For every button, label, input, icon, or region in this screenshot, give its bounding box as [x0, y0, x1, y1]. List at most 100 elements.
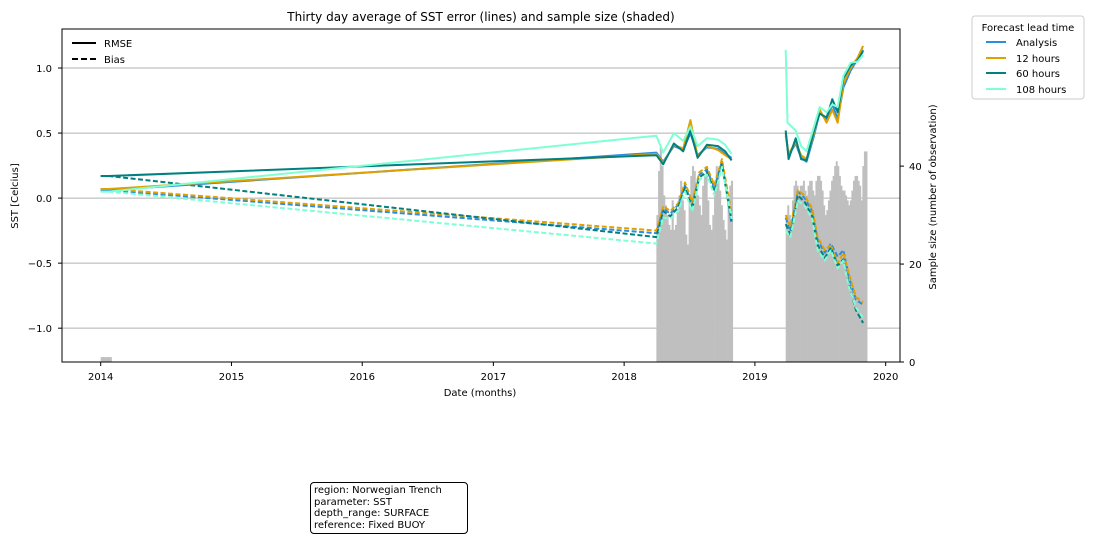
sample-bar [791, 200, 794, 362]
sample-bar [831, 180, 834, 362]
sample-bar [705, 166, 708, 362]
sample-bar [714, 185, 717, 362]
rmse-line-analysis [100, 49, 864, 192]
x-tick-label: 2019 [742, 372, 767, 383]
60h-legend-label: 60 hours [1016, 69, 1060, 80]
sample-bar [845, 195, 848, 362]
sample-bar [693, 171, 696, 362]
x-tick-label: 2017 [481, 372, 506, 383]
sample-bar [840, 185, 843, 362]
sample-bar [727, 205, 730, 362]
sample-bar [700, 215, 703, 362]
sample-bar [708, 224, 712, 362]
sample-bar [856, 175, 859, 362]
sample-bar [695, 185, 698, 362]
sample-size-bars [100, 146, 868, 362]
x-tick-label: 2016 [350, 372, 375, 383]
style-legend: RMSE Bias [72, 39, 132, 66]
rmse-line-h108 [100, 49, 864, 193]
sample-bar [725, 239, 728, 362]
sample-bar [106, 357, 110, 362]
y-tick-label: 0.0 [36, 194, 52, 205]
sample-bar [681, 200, 684, 362]
info-box: region: Norwegian Trench parameter: SST … [310, 482, 468, 534]
sample-bar [668, 224, 671, 362]
y2-tick-label: 0 [909, 358, 915, 369]
sample-bar [785, 215, 788, 362]
y2-axis-label: Sample size (number of observation) [928, 104, 939, 289]
sample-bar [798, 190, 801, 362]
sample-bar [702, 185, 705, 362]
sample-bar [100, 357, 104, 362]
y-axis-label: SST [Celcius] [10, 163, 21, 229]
sample-bar [801, 185, 804, 362]
analysis-legend-label: Analysis [1016, 38, 1057, 49]
sample-bar [659, 146, 662, 362]
sample-bar [826, 210, 829, 362]
sample-bar [720, 205, 723, 362]
sample-bar [793, 185, 796, 362]
sample-bar [729, 185, 732, 362]
y-tick-label: −1.0 [28, 324, 52, 335]
x-tick-label: 2014 [88, 372, 113, 383]
sample-bar [862, 166, 865, 362]
sample-bar [673, 229, 676, 362]
x-tick-label: 2015 [219, 372, 244, 383]
sample-bar [807, 185, 810, 362]
sample-bar [852, 180, 855, 362]
sample-bar [685, 234, 688, 362]
sample-bar [788, 215, 791, 362]
sample-bar [818, 175, 821, 362]
sample-bar [690, 175, 693, 362]
rmse-legend-label: RMSE [104, 39, 132, 50]
sample-bar [827, 200, 830, 362]
sample-bar [664, 205, 667, 362]
sample-bar [724, 229, 727, 362]
108h-legend-label: 108 hours [1016, 85, 1066, 96]
sample-bar [703, 175, 706, 362]
sample-bar [848, 205, 851, 362]
lead-legend-frame [971, 15, 1085, 100]
sample-bar [796, 185, 799, 362]
sample-bar [712, 215, 715, 362]
bias-line-h60 [100, 163, 864, 324]
sample-bar [816, 175, 819, 362]
sample-bar [810, 180, 813, 362]
sample-bar [790, 219, 793, 362]
sample-bar [676, 210, 679, 362]
sample-bar [859, 185, 862, 362]
sample-bar [802, 180, 805, 362]
sample-bar [688, 200, 691, 362]
x-axis-label: Date (months) [444, 388, 517, 399]
info-parameter: parameter: SST [314, 496, 392, 508]
sample-bar [661, 166, 664, 362]
sample-bar [683, 210, 686, 362]
sample-bar [812, 190, 815, 362]
sample-bar [865, 151, 868, 362]
bias-line-h108 [100, 165, 864, 319]
sample-bar [832, 175, 835, 362]
sample-bar [806, 195, 809, 362]
info-region: region: Norwegian Trench [314, 485, 442, 496]
y-tick-label: 1.0 [36, 64, 52, 75]
sample-bar [804, 190, 807, 362]
sample-bar [799, 185, 802, 362]
bias-legend-label: Bias [104, 55, 125, 66]
sample-bar [821, 190, 824, 362]
sample-bar [680, 180, 683, 362]
sample-bar [715, 166, 718, 362]
sample-bar [671, 200, 674, 362]
plot-frame [61, 28, 901, 363]
y-tick-label: 0.5 [36, 129, 52, 140]
sample-bar [108, 357, 112, 362]
lead-legend-title: Forecast lead time [982, 23, 1075, 34]
sample-bar [103, 357, 107, 362]
sample-bar [863, 151, 866, 362]
sample-bar [691, 166, 695, 362]
sample-bar [697, 195, 700, 362]
y-tick-label: −0.5 [28, 259, 52, 270]
sample-bar [829, 190, 832, 362]
sample-bar [809, 180, 812, 362]
sample-bar [707, 200, 710, 362]
sample-bar [842, 190, 844, 362]
